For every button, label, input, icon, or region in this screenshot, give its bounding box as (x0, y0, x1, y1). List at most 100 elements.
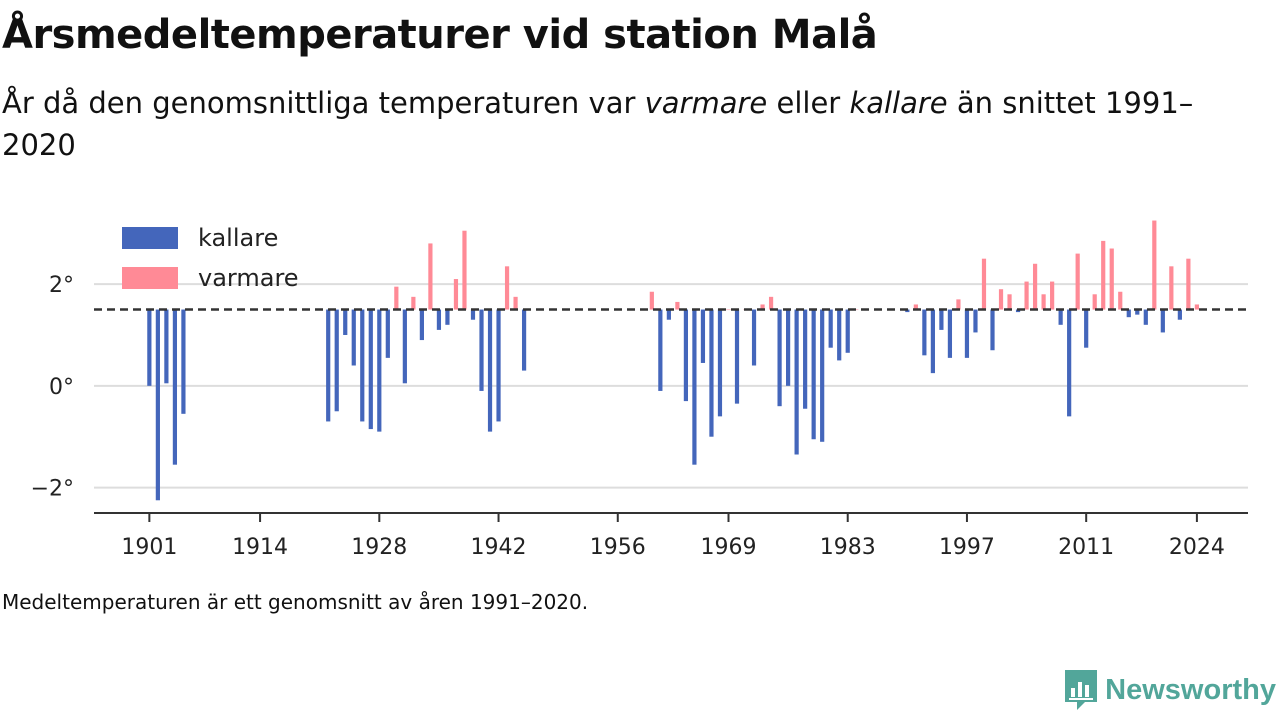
bar-2001 (998, 289, 1004, 310)
bar-1932 (411, 296, 416, 310)
subtitle-warm-word: varmare (644, 86, 768, 120)
bar-1961 (658, 309, 663, 391)
bar-1925 (351, 309, 356, 366)
bar-1984 (854, 309, 859, 311)
x-tick-label: 2011 (1058, 535, 1114, 560)
bar-2006 (1041, 294, 1046, 310)
bar-1992 (922, 309, 927, 356)
bar-1997 (964, 309, 970, 358)
bar-2020 (1160, 309, 1165, 333)
bar-1942 (496, 309, 501, 422)
bar-1974 (768, 296, 774, 310)
bar-2023 (1186, 258, 1191, 310)
newsworthy-logo-icon (1065, 670, 1098, 710)
y-tick-label: 2° (49, 273, 74, 298)
bar-1938 (462, 230, 467, 310)
bar-1990 (905, 309, 910, 313)
bar-1982 (837, 309, 842, 361)
bar-1960 (649, 291, 654, 310)
bar-1936 (445, 309, 450, 325)
bar-1983 (845, 309, 850, 353)
bar-1944 (513, 296, 518, 310)
bars (147, 220, 1200, 501)
x-tick-label: 1969 (700, 535, 756, 560)
bar-2003 (1015, 309, 1021, 313)
bar-1928 (377, 309, 382, 432)
bar-1995 (947, 309, 953, 358)
bar-1940 (479, 309, 484, 391)
bar-1926 (360, 309, 365, 422)
bar-1975 (777, 309, 782, 407)
x-tick-label: 1942 (471, 535, 527, 560)
bar-1962 (666, 309, 671, 320)
bar-2007 (1050, 281, 1055, 310)
bar-2009 (1067, 309, 1072, 417)
temperature-bar-chart: −2° 0° 2° 1901 1914 1928 1942 1956 1969 1983 1997… (31, 220, 1248, 560)
bar-2024 (1194, 304, 1200, 310)
x-tick-label: 1997 (939, 535, 995, 560)
bar-1963 (675, 301, 680, 310)
bar-1969 (726, 309, 731, 311)
bar-1945 (521, 309, 527, 371)
bar-1943 (504, 266, 510, 310)
y-axis-ticks: −2° 0° 2° (31, 273, 74, 501)
bar-1977 (794, 309, 799, 455)
x-tick-label: 1901 (121, 535, 177, 560)
bar-1901 (147, 309, 152, 386)
bar-1941 (487, 309, 493, 432)
x-axis-ticks: 1901 1914 1928 1942 1956 1969 1983 1997 2011 2024 (121, 513, 1225, 560)
x-tick-label: 1983 (820, 535, 876, 560)
x-tick-label: 1914 (232, 535, 288, 560)
bar-1939 (470, 309, 476, 320)
bar-1927 (368, 309, 373, 430)
chart-subtitle: År då den genomsnittliga temperaturen va… (2, 82, 1242, 166)
bar-2015 (1118, 291, 1123, 310)
bar-2004 (1024, 281, 1029, 310)
subtitle-prefix: År då den genomsnittliga temperaturen va… (2, 86, 645, 120)
brand-name: Newsworthy (1105, 673, 1276, 706)
bar-1922 (326, 309, 331, 422)
bar-1976 (786, 309, 791, 386)
legend-label-varmare: varmare (198, 264, 299, 292)
subtitle-suffix: än snittet 1991–2020 (2, 86, 1194, 162)
legend-swatch-varmare (122, 267, 178, 289)
grid-lines (94, 283, 1248, 489)
bar-1931 (402, 309, 407, 384)
bar-1934 (428, 243, 433, 310)
bar-1994 (939, 309, 944, 330)
footnote: Medeltemperaturen är ett genomsnitt av å… (2, 590, 589, 614)
bar-1978 (803, 309, 808, 409)
bar-1999 (981, 258, 987, 310)
bar-1923 (334, 309, 339, 412)
bar-1905 (181, 309, 186, 414)
legend-label-kallare: kallare (198, 224, 278, 252)
x-tick-label: 1928 (351, 535, 407, 560)
bar-2017 (1135, 309, 1140, 315)
bar-1965 (692, 309, 697, 465)
bar-1991 (913, 304, 918, 310)
bar-1970 (734, 309, 740, 404)
bar-2010 (1075, 253, 1080, 310)
bar-1903 (164, 309, 169, 384)
chart-title: Årsmedeltemperaturer vid station Malå (2, 12, 878, 58)
bar-1980 (820, 309, 825, 442)
bar-1964 (683, 309, 689, 402)
bar-2005 (1032, 263, 1038, 310)
brand-logo[interactable]: Newsworthy (1063, 668, 1276, 712)
bar-2019 (1152, 220, 1157, 310)
x-tick-label: 1956 (590, 535, 646, 560)
bar-1981 (828, 309, 833, 348)
y-tick-label: −2° (31, 477, 74, 502)
bar-1973 (760, 304, 765, 310)
bar-1993 (930, 309, 935, 374)
bar-1966 (700, 309, 706, 363)
bar-1929 (385, 309, 390, 358)
bar-1998 (973, 309, 978, 333)
bar-2016 (1126, 309, 1131, 318)
bar-1924 (343, 309, 348, 335)
bar-2021 (1169, 266, 1174, 310)
bar-2018 (1143, 309, 1148, 325)
bar-1972 (751, 309, 757, 366)
bar-1937 (453, 279, 459, 310)
bar-1933 (419, 309, 424, 341)
